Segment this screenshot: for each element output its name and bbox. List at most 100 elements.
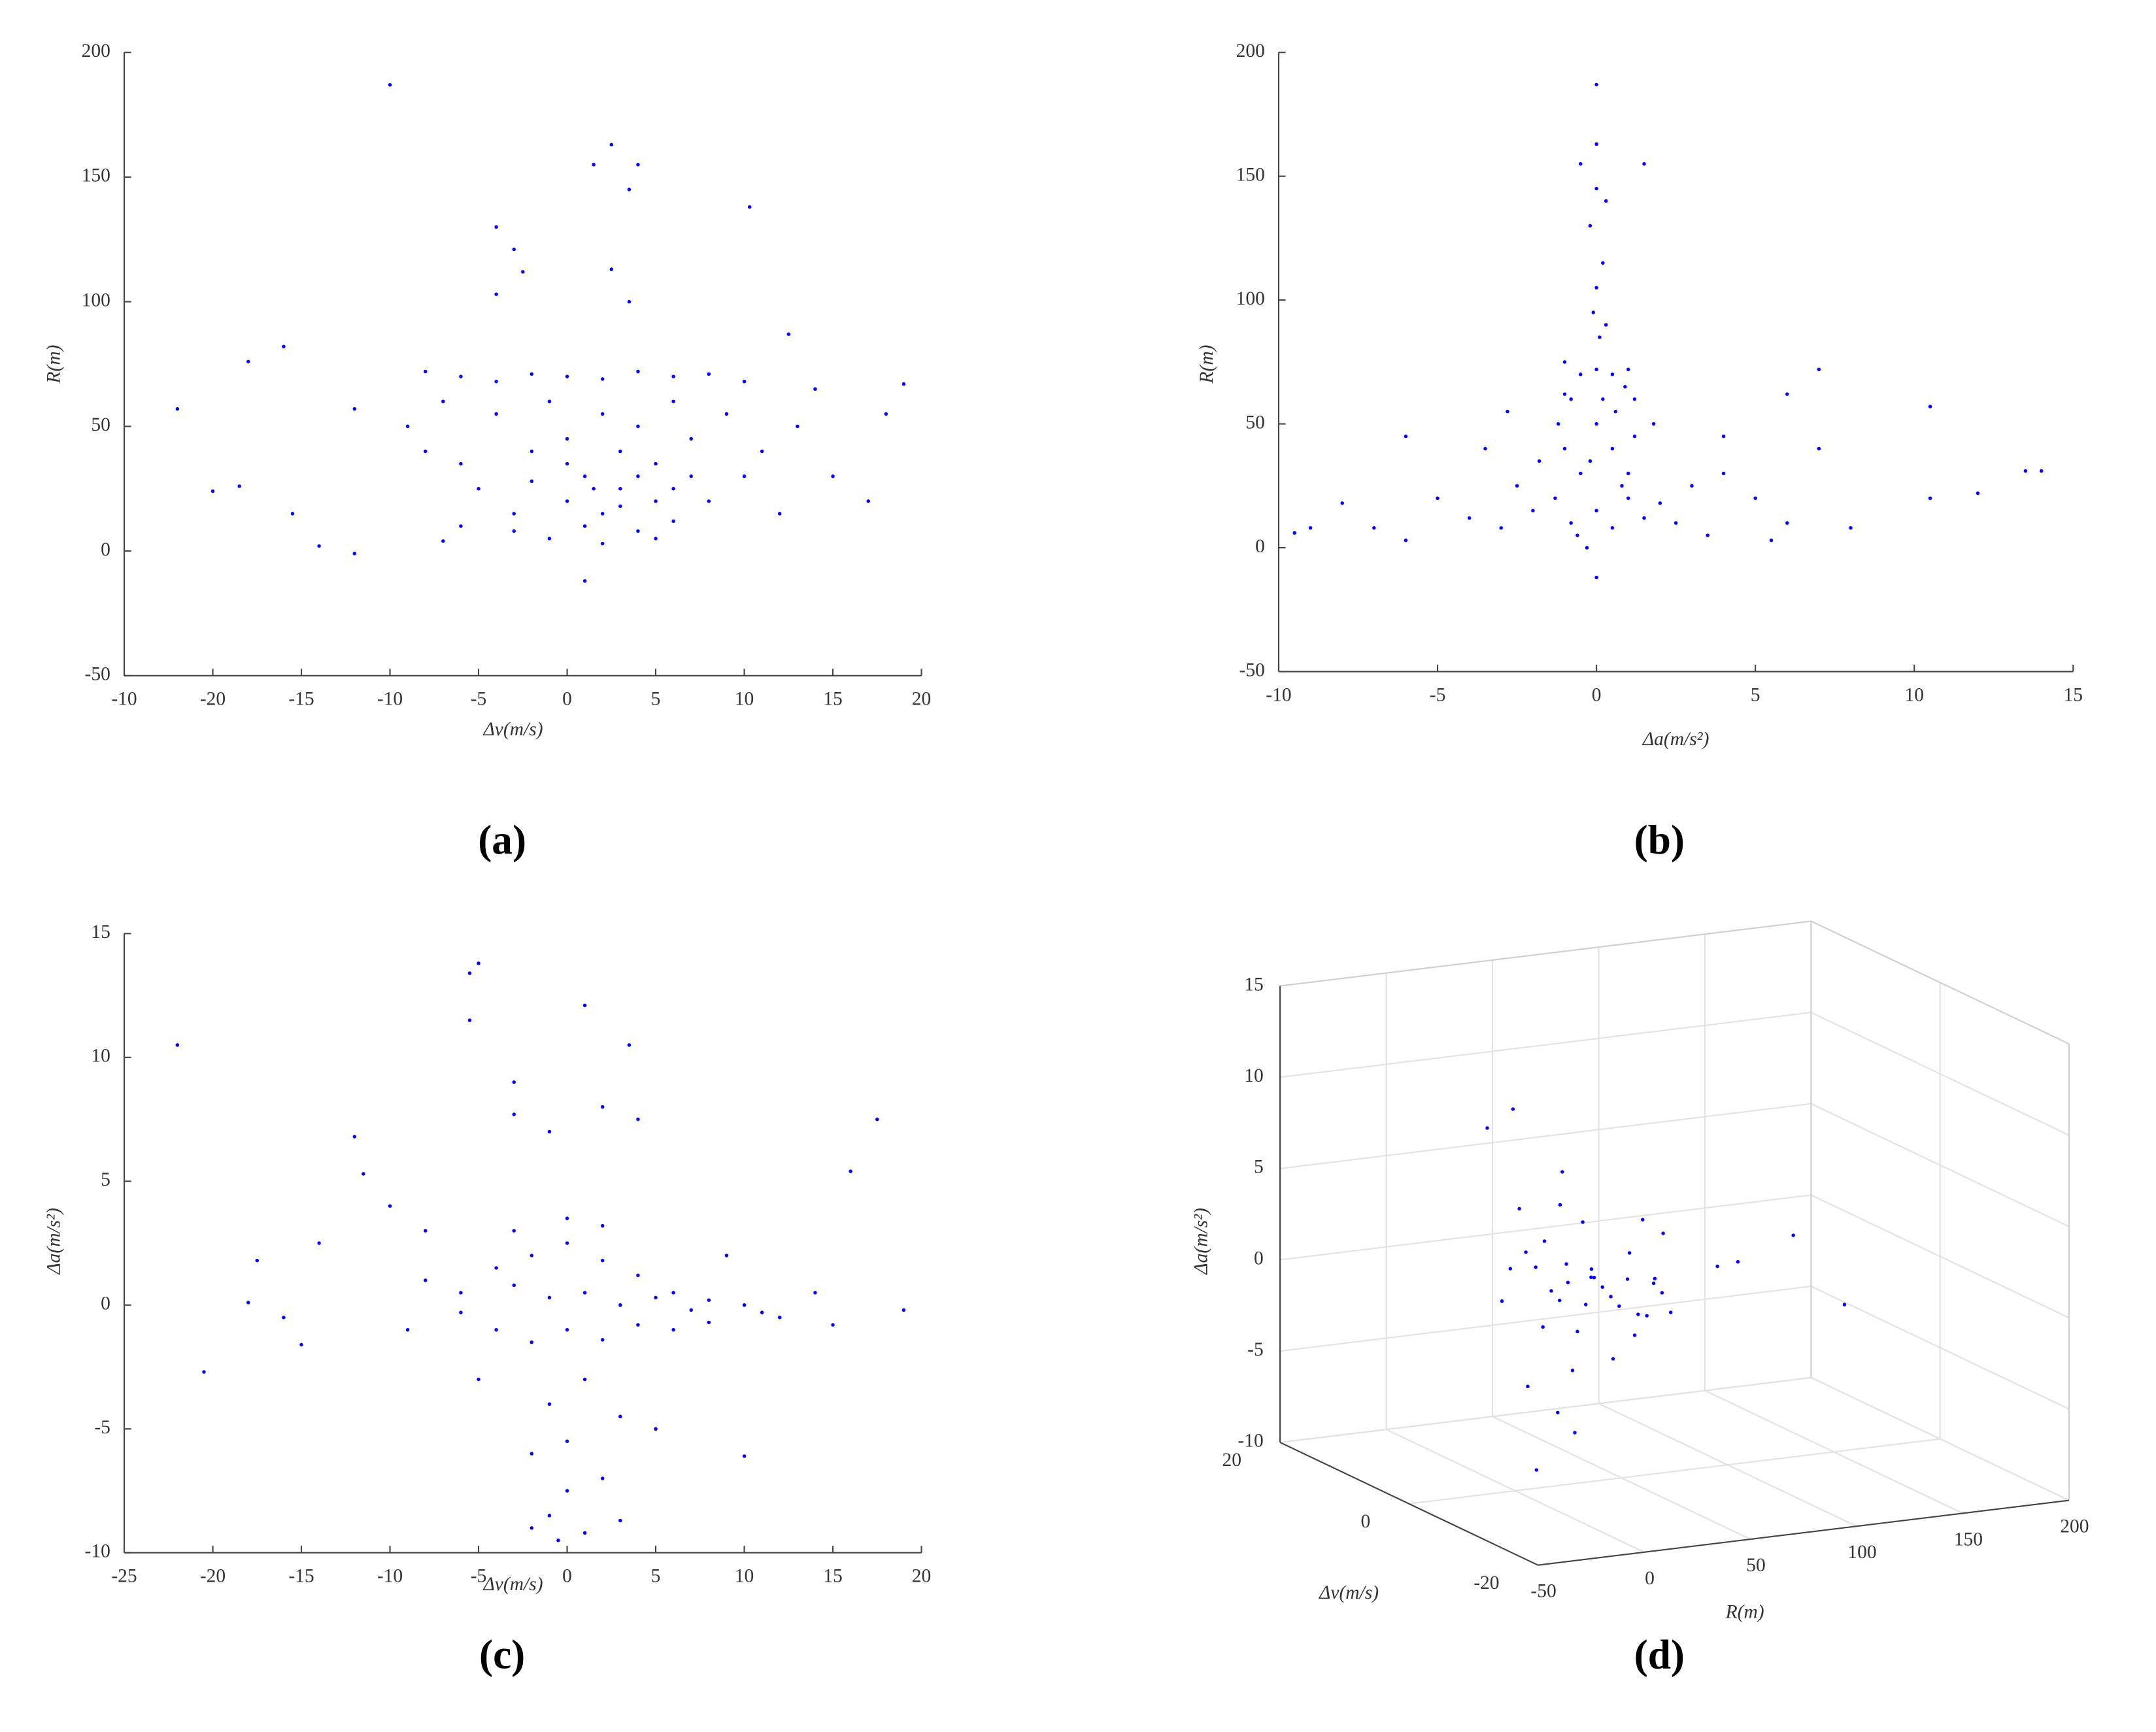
point (1594, 142, 1598, 146)
x-tick-label: 0 (562, 689, 572, 710)
point (600, 512, 605, 516)
y-tick-label: -50 (1530, 1581, 1556, 1602)
point (1534, 1468, 1539, 1472)
x-tick-label: -10 (377, 689, 403, 710)
point (1610, 525, 1615, 530)
point (388, 1204, 392, 1208)
point (1817, 446, 1821, 451)
x-tick-label: 10 (1904, 684, 1924, 705)
point (1626, 471, 1630, 476)
point (1769, 538, 1774, 542)
point (530, 1254, 534, 1257)
point (565, 437, 569, 441)
point (1308, 525, 1313, 530)
point (467, 1018, 472, 1022)
point (884, 412, 888, 416)
point (609, 142, 614, 147)
point (618, 486, 622, 491)
x-tick-label: 0 (562, 1565, 572, 1586)
point (1467, 516, 1472, 520)
y-tick-label: 10 (91, 1046, 110, 1067)
grid-line (1279, 1012, 1811, 1078)
x-tick-label: 15 (823, 1565, 843, 1586)
point (1594, 82, 1598, 87)
point (477, 486, 480, 491)
point (352, 407, 357, 411)
x-tick-label: -15 (288, 689, 314, 710)
point (777, 1315, 782, 1320)
y-axis-label: Δa(m/s²) (43, 1208, 64, 1275)
grid-line (1279, 1194, 1811, 1261)
point (707, 499, 711, 503)
point (467, 971, 472, 975)
point (1537, 459, 1541, 463)
caption: (c) (479, 1632, 525, 1678)
x-axis-label: Δv(m/s) (482, 1574, 543, 1595)
point (1508, 1267, 1513, 1271)
point (742, 474, 747, 478)
point (565, 1216, 569, 1220)
point (547, 1129, 552, 1134)
point (600, 541, 605, 546)
grid-line (1409, 1438, 1940, 1505)
y-tick-label: 100 (1847, 1542, 1876, 1563)
point (317, 1241, 321, 1245)
point (609, 267, 614, 271)
point (1753, 496, 1757, 500)
point (582, 1003, 587, 1008)
x-tick-label: -20 (200, 1565, 226, 1586)
point (636, 1323, 640, 1327)
point (494, 1327, 498, 1332)
point (1706, 533, 1710, 537)
x-tick-label: -20 (1474, 1573, 1499, 1593)
point (1506, 409, 1509, 414)
point (1626, 367, 1630, 371)
x-tick-label: -20 (200, 689, 226, 710)
point (689, 474, 693, 478)
y-tick-label: 200 (2060, 1516, 2089, 1537)
grid-line (1279, 1286, 1811, 1352)
point (777, 512, 782, 516)
point (1531, 508, 1535, 512)
point (671, 486, 675, 491)
x-tick-label: 15 (2064, 684, 2083, 705)
point (1604, 199, 1608, 203)
point (654, 537, 658, 541)
point (530, 1340, 534, 1344)
box-edge (1279, 920, 1811, 987)
point (1526, 1384, 1530, 1389)
point (1976, 491, 1980, 495)
x-tick-label: -15 (288, 1565, 314, 1586)
point (592, 486, 596, 491)
y-axis (1538, 1499, 2070, 1566)
point (547, 537, 552, 541)
point (1404, 434, 1408, 439)
y-axis-label: R(m) (1196, 344, 1217, 384)
point (1560, 1170, 1564, 1174)
y-tick-label: 100 (82, 290, 110, 310)
point (1601, 397, 1605, 401)
point (1553, 496, 1557, 500)
point (1566, 1280, 1570, 1285)
point (1500, 1299, 1504, 1303)
point (423, 1278, 428, 1282)
point (494, 1266, 498, 1270)
point (1668, 1310, 1673, 1314)
point (282, 344, 286, 349)
point (282, 1315, 286, 1320)
grid-line (1279, 1376, 1811, 1443)
point (547, 1402, 552, 1407)
x-tick-label: 5 (651, 689, 661, 710)
point (237, 484, 241, 488)
point (1617, 1304, 1621, 1308)
point (1579, 471, 1583, 476)
point (530, 1526, 534, 1530)
point (1485, 1126, 1489, 1130)
point (317, 544, 321, 548)
y-tick-label: 50 (1245, 412, 1265, 433)
z-axis-label: Δa(m/s²) (1191, 1208, 1212, 1275)
point (290, 512, 295, 516)
y-tick-label: -50 (85, 664, 110, 685)
y-tick-label: 0 (1255, 536, 1265, 557)
